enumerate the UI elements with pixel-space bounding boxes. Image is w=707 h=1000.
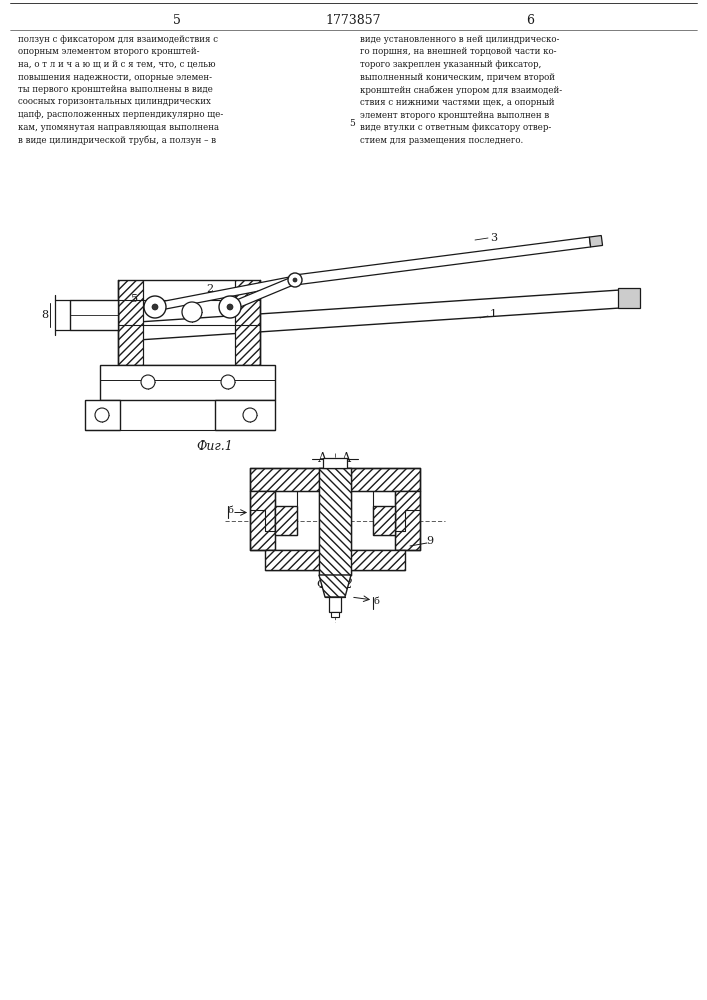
- Bar: [319, 468, 351, 575]
- Polygon shape: [228, 276, 296, 311]
- Text: ползун с фиксатором для взаимодействия с
опорным элементом второго кронштей-
на,: ползун с фиксатором для взаимодействия с…: [18, 35, 223, 145]
- Text: 1: 1: [490, 309, 497, 319]
- Bar: [395, 491, 420, 550]
- Text: 8: 8: [41, 310, 48, 320]
- Text: А – А: А – А: [318, 452, 351, 464]
- Circle shape: [227, 304, 233, 310]
- Bar: [275, 506, 297, 535]
- Bar: [250, 491, 275, 550]
- Polygon shape: [70, 300, 118, 330]
- Circle shape: [152, 304, 158, 310]
- Bar: [118, 280, 143, 365]
- Polygon shape: [154, 276, 296, 311]
- Text: Фиг.2: Фиг.2: [317, 578, 354, 591]
- Bar: [373, 506, 395, 535]
- Bar: [329, 597, 341, 612]
- Text: б: б: [227, 506, 233, 515]
- Text: виде установленного в ней цилиндрическо-
го поршня, на внешней торцовой части ко: виде установленного в ней цилиндрическо-…: [360, 35, 562, 145]
- Text: А: А: [221, 308, 228, 316]
- Polygon shape: [138, 290, 620, 340]
- Circle shape: [144, 296, 166, 318]
- Text: б: б: [373, 597, 379, 606]
- Polygon shape: [100, 365, 275, 400]
- Bar: [265, 550, 405, 570]
- Text: 3: 3: [490, 233, 497, 243]
- Circle shape: [293, 278, 297, 282]
- Circle shape: [95, 408, 109, 422]
- Text: 5: 5: [173, 13, 181, 26]
- Text: 5: 5: [132, 294, 139, 304]
- Bar: [331, 612, 339, 617]
- Text: 5: 5: [349, 119, 355, 128]
- Text: А: А: [153, 308, 160, 316]
- Polygon shape: [294, 237, 590, 285]
- Text: 1773857: 1773857: [325, 13, 381, 26]
- Polygon shape: [85, 400, 120, 430]
- Text: 6: 6: [526, 13, 534, 26]
- Polygon shape: [590, 236, 602, 247]
- Text: 2: 2: [206, 284, 214, 294]
- Polygon shape: [215, 400, 275, 430]
- Circle shape: [243, 408, 257, 422]
- Text: 9: 9: [426, 536, 433, 546]
- Circle shape: [221, 375, 235, 389]
- Bar: [323, 458, 347, 468]
- Circle shape: [219, 296, 241, 318]
- Bar: [250, 468, 420, 491]
- Circle shape: [288, 273, 302, 287]
- Polygon shape: [618, 288, 640, 308]
- Circle shape: [141, 375, 155, 389]
- Bar: [235, 280, 260, 365]
- Text: Фиг.1: Фиг.1: [197, 440, 233, 454]
- Circle shape: [182, 302, 202, 322]
- Polygon shape: [319, 575, 351, 597]
